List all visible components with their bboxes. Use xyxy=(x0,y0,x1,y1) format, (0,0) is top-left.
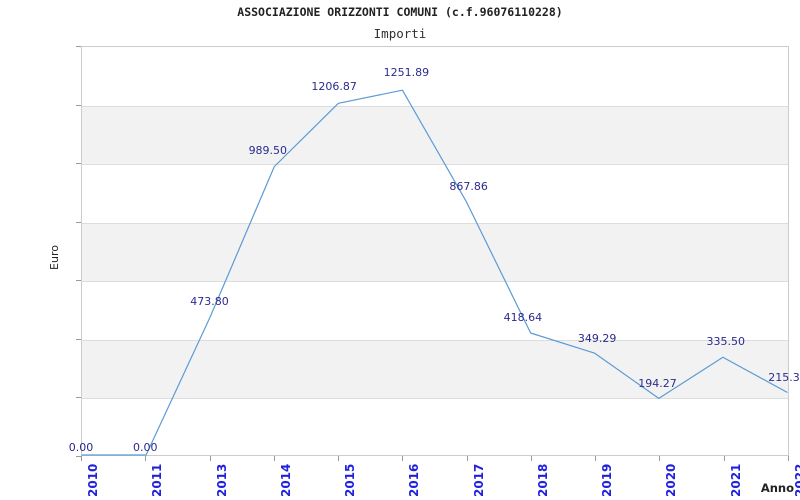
background-band xyxy=(82,222,788,282)
data-point-label: 215.3 xyxy=(768,370,800,384)
x-tick-mark xyxy=(81,456,82,461)
data-point-label: 194.27 xyxy=(638,377,677,391)
gridline xyxy=(82,222,788,224)
x-tick-mark xyxy=(209,456,211,461)
x-tick-mark xyxy=(338,456,340,461)
data-point-label: 473.80 xyxy=(190,295,229,309)
x-tick-mark xyxy=(788,456,789,461)
y-tick-mark xyxy=(76,221,81,223)
data-point-label: 0.00 xyxy=(68,441,94,454)
y-tick-mark xyxy=(76,338,81,340)
x-tick-mark xyxy=(145,456,147,461)
gridline xyxy=(82,105,788,107)
x-axis-title: Anno xyxy=(760,481,794,495)
background-band xyxy=(82,105,788,165)
y-tick-mark xyxy=(76,163,81,165)
y-tick-mark xyxy=(76,280,81,282)
y-tick-mark xyxy=(76,397,81,399)
x-tick-mark xyxy=(659,456,661,461)
series-line xyxy=(81,89,788,456)
data-point-label: 418.64 xyxy=(503,311,543,325)
y-axis-title: Euro xyxy=(47,245,61,270)
x-tick-label: 2018 xyxy=(535,463,550,497)
x-tick-label: 2019 xyxy=(600,463,615,497)
x-tick-mark xyxy=(595,456,597,461)
y-tick-mark xyxy=(76,456,81,457)
data-point-label: 989.50 xyxy=(248,144,288,158)
x-tick-label: 2010 xyxy=(86,463,100,497)
data-point-label: 349.29 xyxy=(577,331,617,345)
data-point-label: 1251.89 xyxy=(383,66,430,80)
chart-title: ASSOCIAZIONE ORIZZONTI COMUNI (c.f.96076… xyxy=(237,5,563,19)
x-tick-mark xyxy=(466,456,468,461)
x-tick-label: 2013 xyxy=(214,463,229,497)
x-tick-mark xyxy=(273,456,275,461)
x-tick-label: 2015 xyxy=(343,463,358,497)
x-tick-label: 2011 xyxy=(150,463,165,497)
data-point-label: 1206.87 xyxy=(311,79,357,93)
gridline xyxy=(82,339,788,341)
x-tick-label: 2020 xyxy=(664,463,679,497)
x-tick-mark xyxy=(530,456,532,461)
gridline xyxy=(82,164,788,166)
data-point-label: 335.50 xyxy=(706,334,745,348)
plot-area xyxy=(81,46,789,456)
x-tick-label: 2017 xyxy=(471,463,486,497)
gridline xyxy=(82,398,788,400)
x-tick-mark xyxy=(402,456,404,461)
x-tick-label: 2014 xyxy=(278,463,293,497)
gridline xyxy=(82,281,788,283)
x-tick-label: 2016 xyxy=(407,463,422,497)
chart-subtitle: Importi xyxy=(373,26,427,41)
background-band xyxy=(82,339,788,399)
x-tick-label: 2022 xyxy=(793,463,800,497)
y-tick-mark xyxy=(76,104,81,106)
x-tick-label: 2021 xyxy=(728,463,743,497)
y-tick-mark xyxy=(76,46,81,47)
x-tick-mark xyxy=(723,456,725,461)
data-point-label: 0.00 xyxy=(133,441,158,454)
data-point-label: 867.86 xyxy=(449,179,488,193)
